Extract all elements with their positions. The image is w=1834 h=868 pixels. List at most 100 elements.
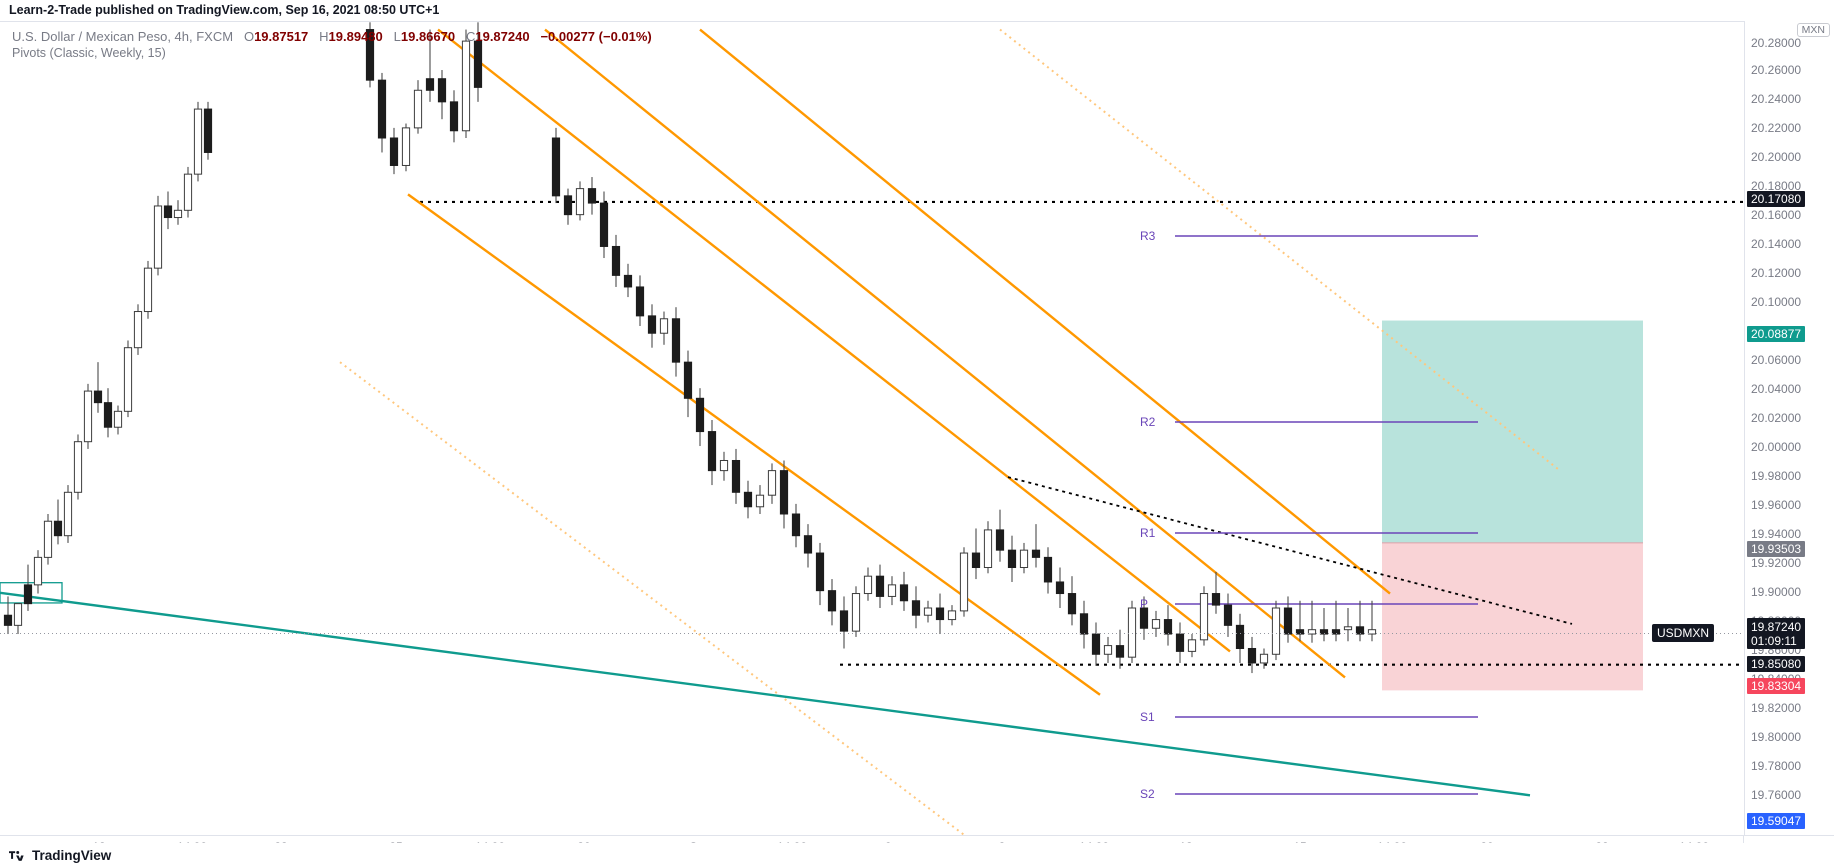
- candle-body: [671, 318, 681, 363]
- candle-body: [1259, 653, 1269, 664]
- stop-price-label: 19.83304: [1747, 678, 1806, 694]
- wedge-upper-dotted-line: [1007, 476, 1573, 625]
- candle-body: [3, 614, 13, 626]
- candle-body: [887, 584, 897, 597]
- candle-body: [401, 127, 411, 166]
- candle-body: [1271, 607, 1281, 655]
- attribution-bar: Learn-2-Trade published on TradingView.c…: [0, 0, 1834, 21]
- candle-body: [1079, 613, 1089, 635]
- plot-canvas[interactable]: [0, 22, 1834, 835]
- candle-body: [803, 535, 813, 554]
- candle-body: [1175, 633, 1185, 652]
- footer-bar: TradingView: [0, 843, 1834, 868]
- tradingview-logo[interactable]: TradingView: [9, 848, 111, 863]
- candle-body: [983, 529, 993, 569]
- candle-body: [923, 607, 933, 616]
- last-price-label: 19.87240 01:09:11: [1747, 618, 1806, 649]
- candle-body: [33, 556, 43, 586]
- price-scale[interactable]: MXN 20.28000 20.26000 20.24000 20.22000 20.2…: [1744, 21, 1834, 835]
- pivot-label-s1: S1: [1140, 710, 1155, 724]
- candle-body: [875, 575, 885, 597]
- price-tick: 19.80000: [1751, 730, 1802, 744]
- candle-body: [1307, 629, 1317, 635]
- candle-body: [1199, 593, 1209, 641]
- candle-body: [755, 494, 765, 508]
- candle-body: [743, 491, 753, 508]
- stop-zone-rect: [1382, 542, 1643, 691]
- candle-body: [1283, 607, 1293, 635]
- last-price-value: 19.87240: [1751, 619, 1802, 634]
- candle-body: [43, 520, 53, 558]
- candle-body: [13, 603, 23, 626]
- orange-channel-line-4: [699, 28, 1391, 595]
- candle-body: [173, 209, 183, 219]
- candle-body: [1019, 549, 1029, 569]
- teal-support-trendline: [0, 591, 1531, 797]
- candle-body: [1139, 607, 1149, 629]
- candle-body: [839, 610, 849, 632]
- candle-body: [1115, 645, 1125, 658]
- pivot-label-s2: S2: [1140, 787, 1155, 801]
- candle-body: [133, 311, 143, 349]
- candle-body: [1043, 556, 1053, 583]
- candle-body: [1247, 647, 1257, 664]
- candle-body: [791, 513, 801, 537]
- candle-body: [73, 441, 83, 493]
- candle-body: [1343, 626, 1353, 631]
- price-tick: 19.98000: [1751, 469, 1802, 483]
- candle-body: [947, 610, 957, 621]
- candle-body: [779, 470, 789, 515]
- candle-body: [183, 173, 193, 211]
- target-zone-rect: [1382, 320, 1643, 543]
- candle-body: [851, 593, 861, 632]
- candle-body: [1091, 633, 1101, 655]
- candle-body: [971, 552, 981, 569]
- candle-body: [1151, 619, 1161, 629]
- candle-body: [575, 188, 585, 216]
- candle-body: [1007, 549, 1017, 569]
- candle-body: [413, 89, 423, 129]
- bar-countdown: 01:09:11: [1751, 633, 1797, 648]
- candle-body: [935, 607, 945, 621]
- price-tick: 20.18000: [1751, 179, 1802, 193]
- candle-body: [1367, 629, 1377, 635]
- candle-body: [461, 40, 471, 132]
- candle-body: [707, 431, 717, 472]
- zone-boundary-price-label: 19.93503: [1747, 541, 1806, 557]
- target-zone-top-price-label: 20.08877: [1747, 326, 1806, 342]
- candle-body: [1211, 593, 1221, 606]
- price-tick: 19.92000: [1751, 556, 1802, 570]
- candle-body: [1295, 629, 1305, 635]
- price-tick: 19.76000: [1751, 788, 1802, 802]
- candle-body: [1187, 639, 1197, 652]
- candle-body: [1235, 624, 1245, 649]
- price-tick: 20.22000: [1751, 121, 1802, 135]
- candle-body: [1163, 619, 1173, 635]
- candle-body: [611, 245, 621, 276]
- pivot-label-r1: R1: [1140, 526, 1156, 540]
- candle-body: [103, 402, 113, 428]
- candle-body: [425, 78, 435, 91]
- candle-body: [1319, 629, 1329, 635]
- chart-area[interactable]: U.S. Dollar / Mexican Peso, 4h, FXCM O19…: [0, 21, 1834, 835]
- candle-body: [695, 397, 705, 433]
- tradingview-brand-label: TradingView: [32, 848, 112, 863]
- candle-body: [193, 108, 203, 175]
- tradingview-logo-icon: [9, 849, 26, 863]
- support-level-price-label: 19.85080: [1747, 656, 1806, 672]
- candle-body: [83, 390, 93, 443]
- candle-body: [1067, 593, 1077, 615]
- candle-body: [1331, 629, 1341, 635]
- price-tick: 20.10000: [1751, 295, 1802, 309]
- pivot-label-r3: R3: [1140, 229, 1156, 243]
- orange-channel-line-3: [544, 28, 1346, 679]
- candle-body: [911, 600, 921, 616]
- price-tick: 20.28000: [1751, 36, 1802, 50]
- candle-body: [635, 286, 645, 317]
- candle-body: [1223, 604, 1233, 626]
- candle-body: [1127, 607, 1137, 658]
- candle-body: [863, 575, 873, 595]
- price-tick: 20.06000: [1751, 353, 1802, 367]
- orange-dotted-parallel-2: [999, 28, 1561, 472]
- series-symbol-tag: USDMXN: [1651, 624, 1714, 643]
